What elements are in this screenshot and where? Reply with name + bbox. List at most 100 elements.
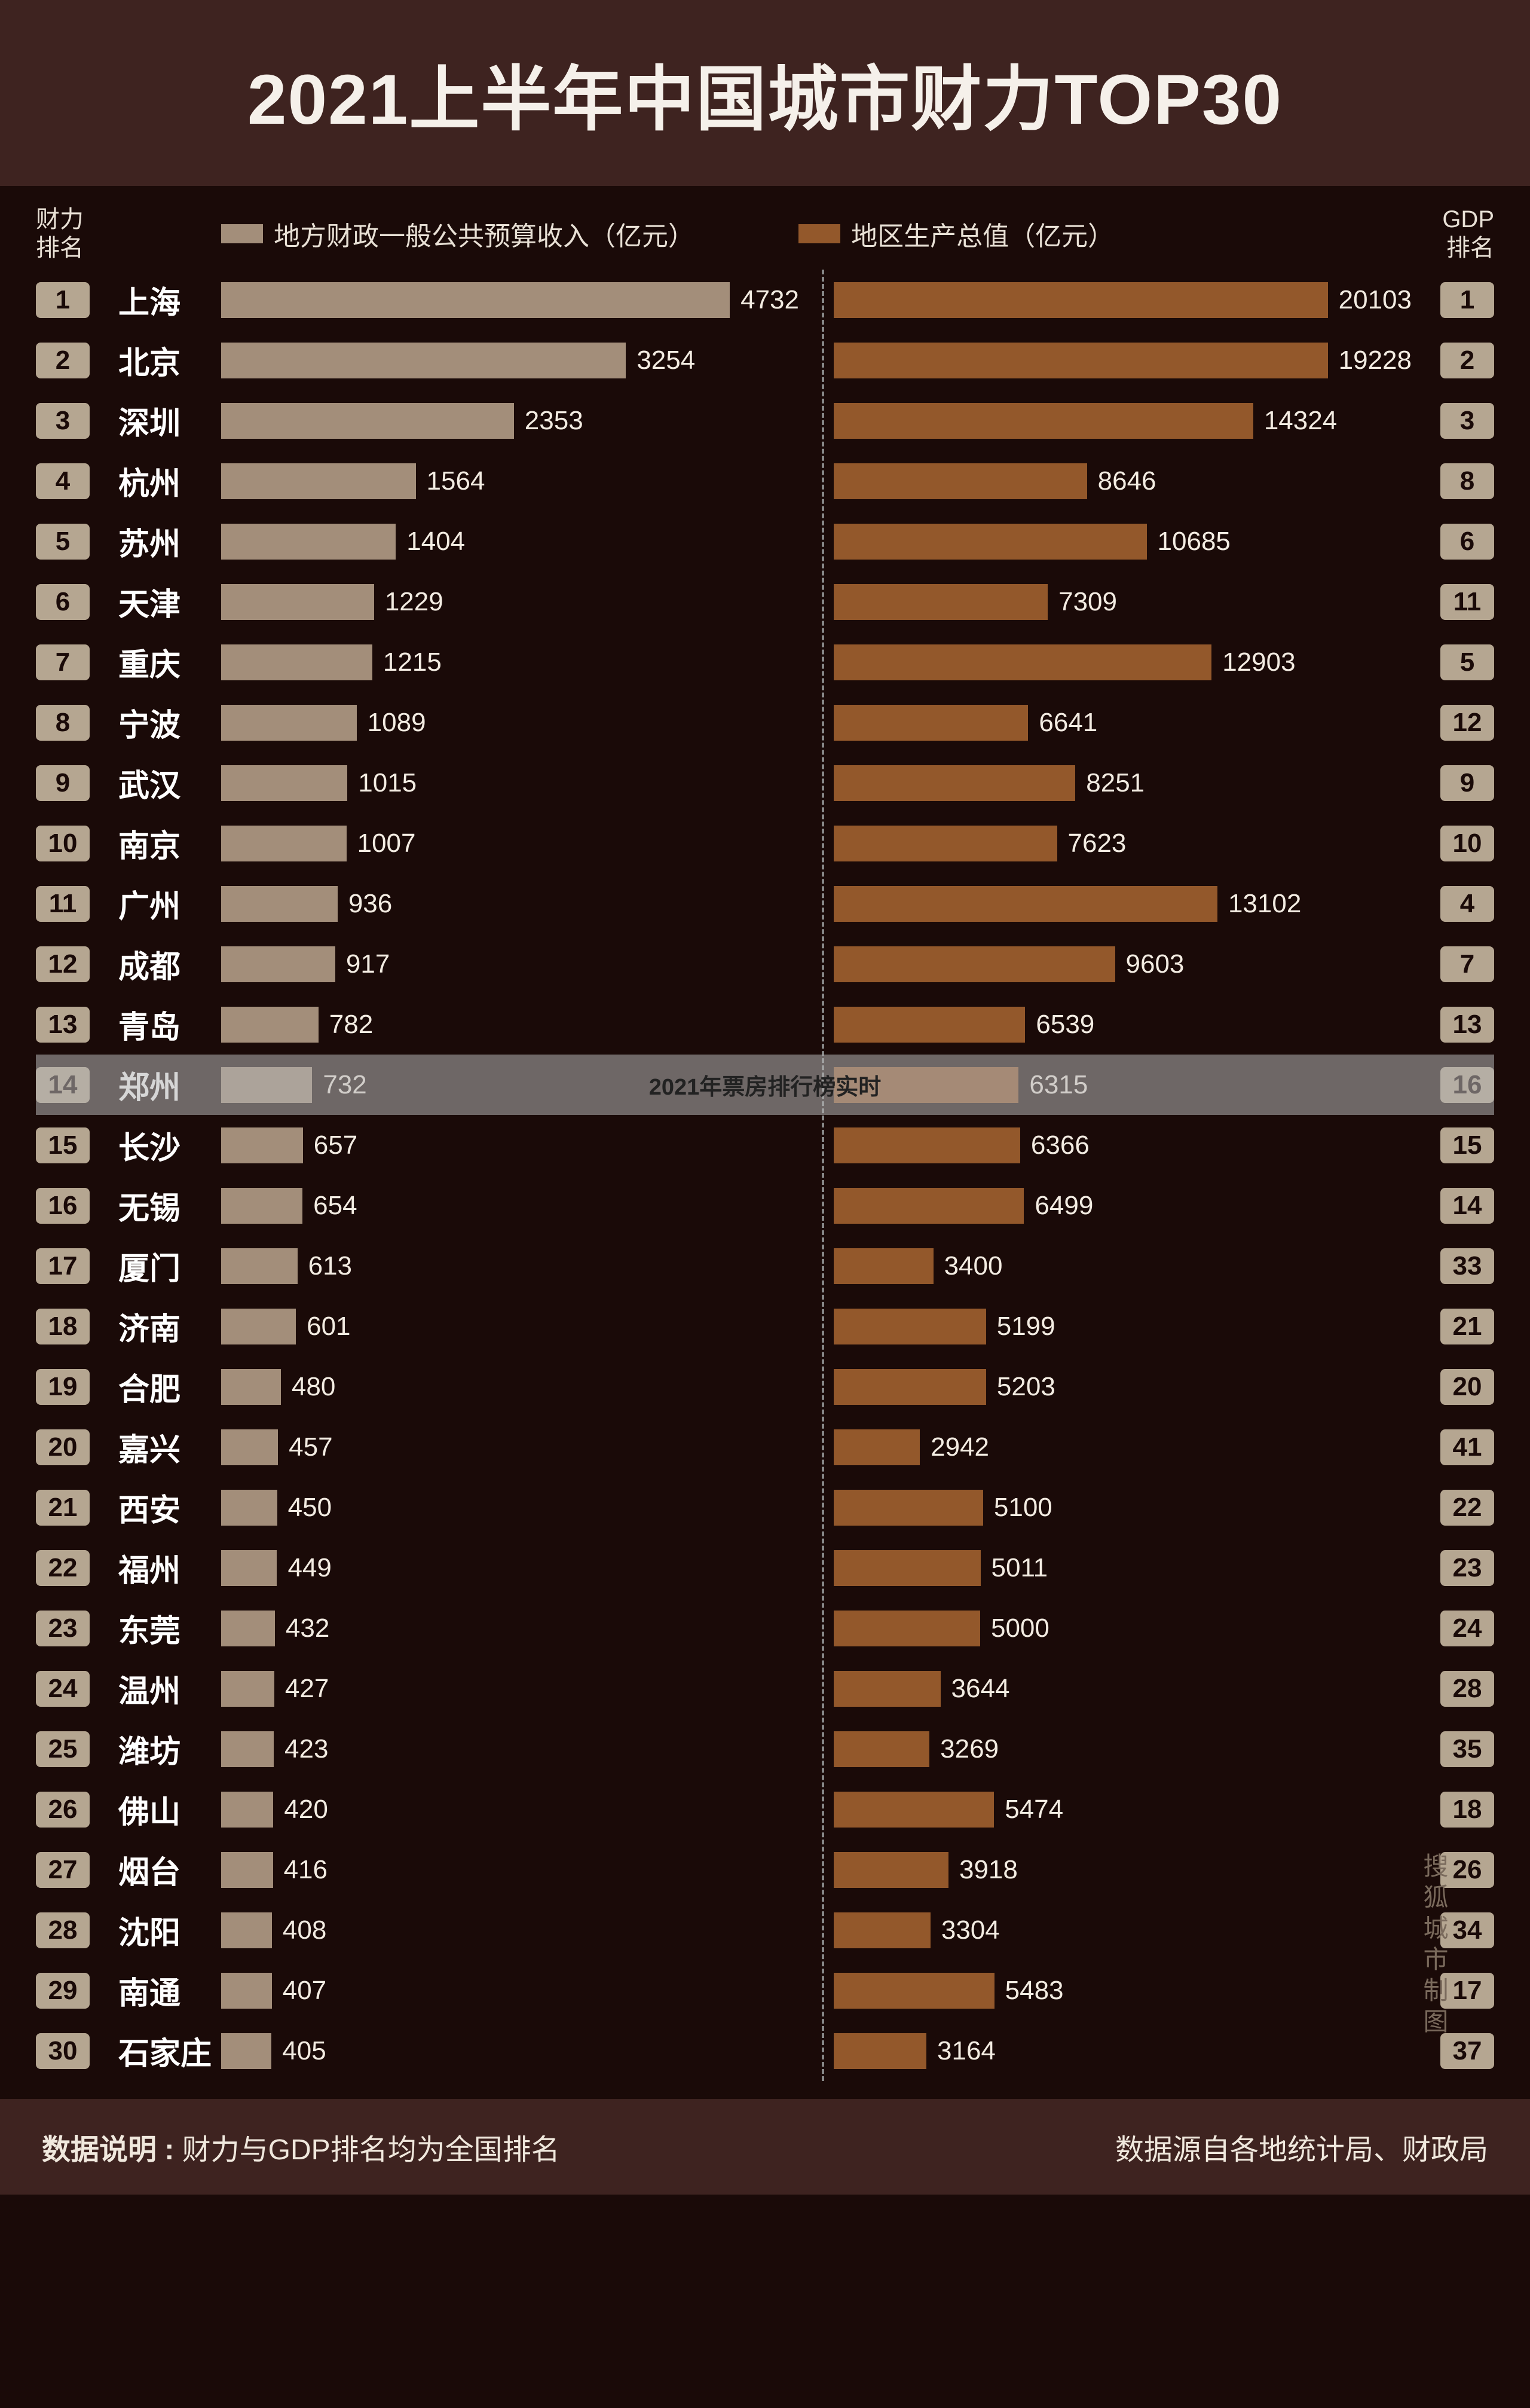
table-row: 10南京1007762310	[36, 813, 1494, 873]
fiscal-bar	[221, 1067, 312, 1103]
gdp-bar	[834, 343, 1328, 378]
gdp-value: 2942	[920, 1432, 1000, 1462]
fiscal-bar	[221, 1550, 277, 1586]
fiscal-rank-badge: 6	[36, 584, 90, 620]
city-name: 西安	[108, 1485, 221, 1530]
fiscal-rank-badge: 4	[36, 463, 90, 499]
city-name: 上海	[108, 277, 221, 322]
fiscal-rank-badge: 18	[36, 1309, 90, 1344]
gdp-value: 3400	[934, 1251, 1014, 1281]
gdp-rank-badge: 33	[1440, 1248, 1494, 1284]
gdp-bar	[834, 705, 1028, 741]
footer-note-label: 数据说明 :	[42, 2134, 174, 2166]
city-name: 无锡	[108, 1183, 221, 1228]
gdp-rank-badge: 3	[1440, 403, 1494, 439]
city-name: 沈阳	[108, 1908, 221, 1952]
gdp-value: 5474	[994, 1795, 1074, 1825]
gdp-value: 7309	[1048, 587, 1128, 617]
fiscal-bar	[221, 1007, 319, 1043]
fiscal-value: 657	[303, 1130, 368, 1160]
gdp-value: 5203	[986, 1372, 1066, 1402]
table-row: 6天津1229730911	[36, 572, 1494, 632]
fiscal-bar	[221, 1912, 272, 1948]
gdp-bar	[834, 403, 1253, 439]
gdp-value: 19228	[1328, 346, 1422, 375]
swatch-gdp-icon	[798, 224, 840, 243]
gdp-bar	[834, 1429, 920, 1465]
table-row: 4杭州156486468	[36, 451, 1494, 511]
gdp-value: 7623	[1057, 829, 1137, 858]
gdp-value: 5199	[986, 1312, 1066, 1341]
fiscal-bar	[221, 1429, 278, 1465]
legend: 地方财政一般公共预算收入（亿元） 地区生产总值（亿元）	[108, 215, 1422, 253]
fiscal-rank-badge: 29	[36, 1973, 90, 2009]
gdp-bar	[834, 282, 1328, 318]
legend-gdp-label: 地区生产总值（亿元）	[851, 215, 1114, 253]
gdp-bar	[834, 1611, 980, 1646]
fiscal-rank-badge: 9	[36, 765, 90, 801]
fiscal-rank-badge: 20	[36, 1429, 90, 1465]
fiscal-value: 1015	[347, 768, 427, 798]
fiscal-value: 427	[274, 1674, 339, 1704]
gdp-rank-badge: 9	[1440, 765, 1494, 801]
gdp-value: 3269	[929, 1734, 1009, 1764]
chart-area: 财力 排名 地方财政一般公共预算收入（亿元） 地区生产总值（亿元） GDP 排名	[0, 186, 1530, 2099]
fiscal-rank-badge: 23	[36, 1611, 90, 1646]
fiscal-rank-badge: 21	[36, 1490, 90, 1526]
header-row: 财力 排名 地方财政一般公共预算收入（亿元） 地区生产总值（亿元） GDP 排名	[36, 210, 1494, 258]
table-row: 5苏州1404106856	[36, 511, 1494, 572]
fiscal-value: 782	[319, 1010, 384, 1040]
gdp-rank-header: GDP 排名	[1422, 205, 1494, 262]
gdp-value: 13102	[1217, 889, 1312, 919]
fiscal-bar	[221, 1792, 273, 1828]
footer-note: 数据说明 : 财力与GDP排名均为全国排名	[42, 2126, 560, 2168]
table-row: 2北京3254192282	[36, 330, 1494, 390]
fiscal-bar	[221, 826, 347, 861]
footer-note-text: 财力与GDP排名均为全国排名	[182, 2134, 560, 2166]
gdp-bar	[834, 2033, 926, 2069]
gdp-rank-badge: 23	[1440, 1550, 1494, 1586]
city-name: 南通	[108, 1968, 221, 2013]
gdp-value: 3644	[941, 1674, 1021, 1704]
table-row: 8宁波1089664112	[36, 692, 1494, 753]
fiscal-bar	[221, 705, 357, 741]
fiscal-rank-badge: 22	[36, 1550, 90, 1586]
gdp-rank-badge: 28	[1440, 1671, 1494, 1707]
table-row: 7重庆1215129035	[36, 632, 1494, 692]
fiscal-value: 432	[275, 1614, 340, 1643]
gdp-value: 20103	[1328, 285, 1422, 315]
gdp-value: 5011	[981, 1553, 1059, 1583]
gdp-rank-badge: 15	[1440, 1127, 1494, 1163]
gdp-rank-badge: 2	[1440, 343, 1494, 378]
fiscal-bar	[221, 1188, 302, 1224]
fiscal-bar	[221, 403, 514, 439]
gdp-bar	[834, 644, 1211, 680]
table-row: 28沈阳408330434	[36, 1900, 1494, 1960]
gdp-rank-badge: 41	[1440, 1429, 1494, 1465]
fiscal-value: 449	[277, 1553, 342, 1583]
fiscal-value: 423	[274, 1734, 339, 1764]
fiscal-rank-badge: 14	[36, 1067, 90, 1103]
gdp-bar	[834, 1912, 931, 1948]
table-row: 24温州427364428	[36, 1658, 1494, 1719]
fiscal-bar	[221, 524, 396, 560]
legend-fiscal: 地方财政一般公共预算收入（亿元）	[108, 215, 757, 253]
fiscal-value: 407	[272, 1976, 337, 2006]
gdp-value: 3164	[926, 2036, 1006, 2066]
table-row: 1上海4732201031	[36, 270, 1494, 330]
table-row: 14郑州732631516	[36, 1055, 1494, 1115]
gdp-rank-badge: 14	[1440, 1188, 1494, 1224]
fiscal-rank-badge: 26	[36, 1792, 90, 1828]
fiscal-value: 601	[296, 1312, 361, 1341]
gdp-rank-badge: 22	[1440, 1490, 1494, 1526]
fiscal-rank-header-l1: 财力	[36, 205, 108, 234]
gdp-bar	[834, 1731, 929, 1767]
swatch-fiscal-icon	[221, 224, 263, 243]
gdp-rank-badge: 12	[1440, 705, 1494, 741]
fiscal-value: 917	[335, 949, 400, 979]
gdp-value: 12903	[1211, 647, 1306, 677]
city-name: 潍坊	[108, 1726, 221, 1771]
gdp-bar	[834, 1550, 981, 1586]
fiscal-bar	[221, 644, 372, 680]
gdp-rank-badge: 6	[1440, 524, 1494, 560]
